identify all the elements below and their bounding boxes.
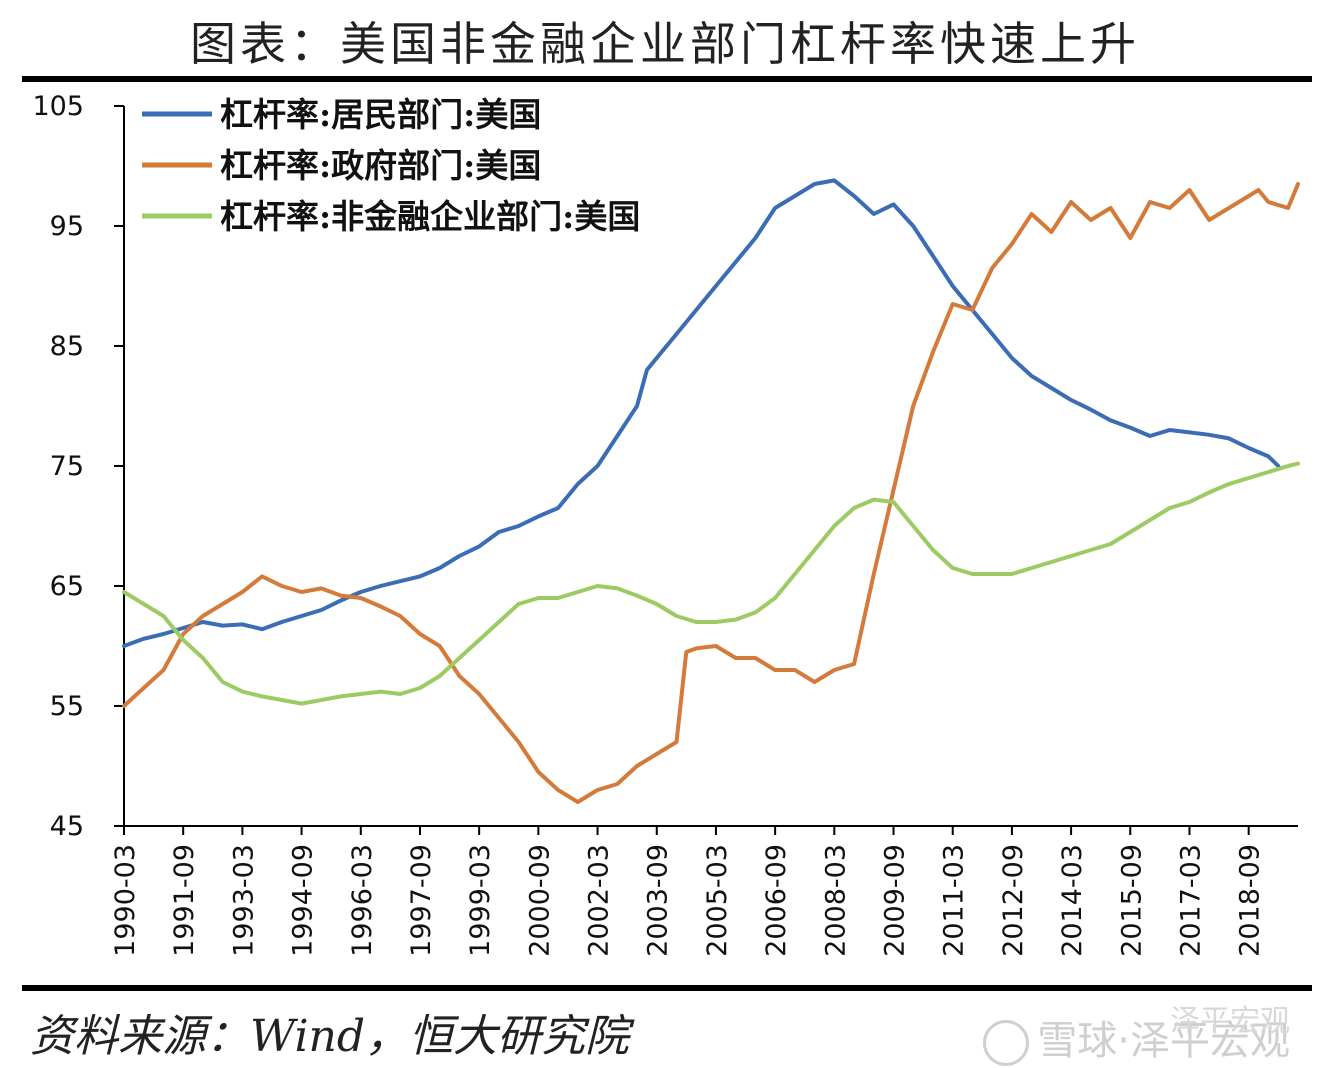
x-tick-label: 1990-03 — [110, 844, 141, 957]
legend-label-2: 杠杆率:政府部门:美国 — [220, 146, 541, 185]
legend-label-3: 杠杆率:非金融企业部门:美国 — [220, 197, 640, 236]
x-tick-label: 1997-09 — [406, 844, 437, 957]
source-note: 资料来源：Wind，恒大研究院 — [30, 1011, 630, 1062]
watermark-text: 雪球·泽平宏观 — [1037, 1018, 1290, 1064]
x-tick-label: 2018-09 — [1235, 844, 1266, 957]
x-tick-label: 2002-03 — [584, 844, 615, 957]
x-tick-label: 2009-09 — [880, 844, 911, 957]
line-chart: 45 55 65 75 85 95 105 1990-03 1991-09 1993-03 1994… — [32, 91, 1300, 957]
x-tick-label: 1993-03 — [228, 844, 259, 957]
x-tick-label: 2005-03 — [702, 844, 733, 957]
x-tick-label: 1996-03 — [347, 844, 378, 957]
y-tick-label: 75 — [50, 451, 84, 482]
x-tick-label: 2003-09 — [643, 844, 674, 957]
legend-label-1: 杠杆率:居民部门:美国 — [220, 95, 541, 134]
bottom-rule — [22, 985, 1312, 991]
y-tick-label: 105 — [32, 91, 84, 122]
series-line-3 — [122, 461, 1300, 706]
x-tick-label: 2017-03 — [1175, 844, 1206, 957]
x-tick-label: 2000-09 — [524, 844, 555, 957]
y-tick-label: 45 — [50, 811, 84, 842]
y-tick-label: 85 — [50, 331, 84, 362]
x-tick-label: 2012-09 — [998, 844, 1029, 957]
x-tick-label: 2006-09 — [761, 844, 792, 957]
y-tick-label: 95 — [50, 211, 84, 242]
x-tick-label: 1999-03 — [465, 844, 496, 957]
y-tick-label: 55 — [50, 691, 84, 722]
series-line-2 — [122, 182, 1300, 804]
x-tick-label: 2014-03 — [1057, 844, 1088, 957]
chart-title: 图表：美国非金融企业部门杠杆率快速上升 — [190, 17, 1140, 71]
x-tick-label: 2015-09 — [1116, 844, 1147, 957]
x-tick-label: 2011-03 — [939, 844, 970, 957]
x-tick-label: 1994-09 — [288, 844, 319, 957]
y-tick-label: 65 — [50, 571, 84, 602]
top-rule — [22, 76, 1312, 82]
watermark: 泽平宏观 雪球·泽平宏观 — [983, 1004, 1290, 1066]
xueqiu-logo-icon — [983, 1020, 1030, 1066]
series-line-1 — [122, 178, 1281, 648]
x-tick-label: 1991-09 — [169, 844, 200, 957]
watermark-top-text: 泽平宏观 — [1170, 1004, 1290, 1039]
x-tick-label: 2008-03 — [820, 844, 851, 957]
